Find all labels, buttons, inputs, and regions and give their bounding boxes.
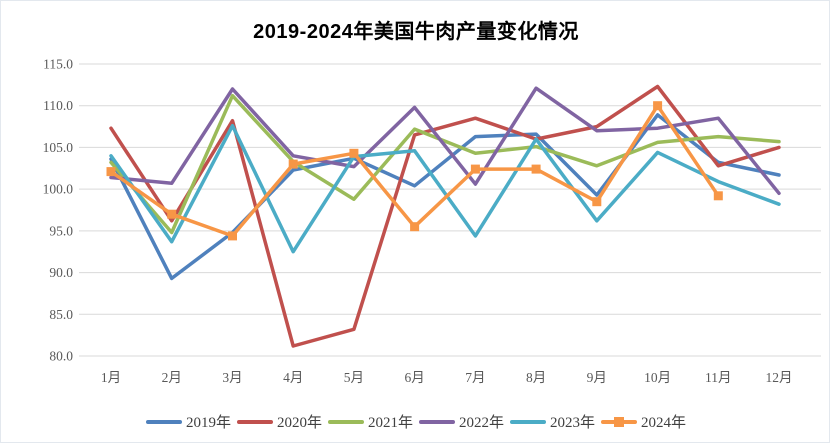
legend-swatch-icon	[327, 419, 364, 424]
x-tick-label: 3月	[222, 370, 242, 385]
legend-label: 2023年	[550, 415, 596, 431]
series-marker-2024年	[713, 191, 723, 201]
y-tick-label: 95.0	[49, 223, 73, 238]
series-line-2020年	[109, 84, 781, 348]
x-tick-label: 12月	[766, 370, 793, 385]
series-marker-2024年	[592, 197, 602, 207]
legend-swatch-icon	[419, 419, 455, 424]
y-tick-label: 105.0	[43, 140, 74, 155]
series-marker-2024年	[228, 231, 237, 241]
series-marker-2024年	[288, 159, 298, 169]
y-tick-label: 110.0	[43, 98, 73, 113]
legend-swatch-icon	[601, 416, 638, 427]
x-tick-label: 7月	[465, 370, 485, 385]
legend-label: 2020年	[276, 415, 322, 431]
y-tick-label: 100.0	[43, 182, 74, 197]
series-marker-2024年	[653, 101, 663, 111]
y-tick-label: 90.0	[49, 265, 73, 280]
series-marker-2024年	[106, 167, 116, 177]
legend-item-2023年: 2023年	[510, 411, 595, 432]
x-tick-label: 1月	[101, 370, 121, 385]
x-tick-label: 8月	[526, 370, 546, 385]
legend-swatch-icon	[510, 419, 547, 424]
series-line-2022年	[109, 86, 781, 196]
chart-title: 2019-2024年美国牛肉产量变化情况	[253, 21, 579, 43]
legend-label: 2019年	[185, 415, 231, 431]
x-tick-label: 5月	[344, 370, 364, 385]
chart-legend: 2019年 2020年 2021年 2022年 2023年 2024年	[1, 411, 829, 432]
x-tick-label: 2月	[162, 370, 182, 385]
series-line-2021年	[109, 93, 781, 235]
legend-label: 2021年	[367, 415, 413, 431]
legend-item-2020年: 2020年	[236, 411, 322, 432]
legend-item-2021年: 2021年	[327, 411, 413, 432]
x-tick-label: 11月	[705, 370, 732, 385]
legend-item-2022年: 2022年	[419, 411, 504, 432]
series-marker-2024年	[349, 148, 359, 158]
legend-item-2024年: 2024年	[601, 411, 686, 432]
legend-label: 2024年	[641, 415, 687, 431]
x-tick-label: 6月	[404, 370, 424, 385]
x-tick-label: 9月	[587, 370, 607, 385]
y-tick-label: 85.0	[49, 307, 73, 322]
legend-swatch-icon	[145, 419, 182, 424]
series-marker-2024年	[167, 209, 177, 219]
y-tick-label: 80.0	[49, 349, 73, 364]
series-marker-2024年	[470, 164, 480, 174]
legend-swatch-icon	[236, 419, 273, 424]
series-line-2023年	[109, 123, 781, 254]
legend-item-2019年: 2019年	[145, 411, 231, 432]
x-tick-label: 4月	[283, 370, 303, 385]
x-tick-label: 10月	[644, 370, 671, 385]
legend-label: 2022年	[459, 415, 505, 431]
series-marker-2024年	[410, 222, 420, 232]
y-tick-label: 115.0	[43, 57, 73, 72]
legend-marker-icon	[614, 416, 625, 427]
series-marker-2024年	[531, 164, 541, 174]
